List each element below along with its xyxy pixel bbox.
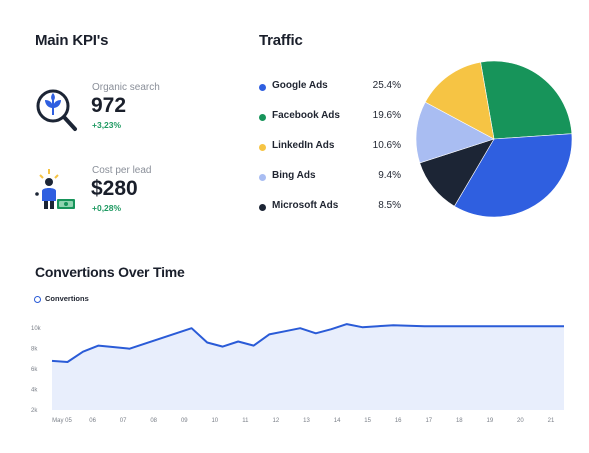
legend-value: 25.4% [372, 80, 401, 91]
x-tick-label: 06 [89, 418, 96, 424]
traffic-legend: Google Ads 25.4% Facebook Ads 19.6% Link… [259, 80, 401, 220]
legend-item-linkedin-ads: LinkedIn Ads 10.6% [259, 140, 401, 154]
y-tick-label: 6k [31, 367, 38, 373]
y-tick-label: 2k [31, 408, 38, 414]
legend-label: Facebook Ads [272, 110, 340, 121]
kpi-cost-per-lead: Cost per lead $280 +0,28% [35, 163, 225, 223]
x-tick-label: 08 [150, 418, 157, 424]
legend-value: 10.6% [372, 140, 401, 151]
x-tick-label: 12 [273, 418, 280, 424]
legend-value: 8.5% [378, 200, 401, 211]
x-tick-label: 09 [181, 418, 188, 424]
legend-label: Microsoft Ads [272, 200, 339, 211]
kpi-organic-search: Organic search 972 +3,23% [35, 80, 225, 140]
legend-label: LinkedIn Ads [272, 140, 335, 151]
series-line-convertions [51, 323, 564, 363]
pie-slice-bing-ads [415, 101, 495, 164]
legend-item-google-ads: Google Ads 25.4% [259, 80, 401, 94]
x-tick-label: 16 [395, 418, 402, 424]
pie-slice-facebook-ads [480, 60, 573, 140]
x-tick-label: 17 [425, 418, 432, 424]
legend-label: Convertions [45, 294, 89, 303]
y-tick-label: 10k [31, 326, 42, 332]
y-tick-label: 8k [31, 347, 38, 353]
kpi-label: Cost per lead [92, 165, 152, 176]
kpi-label: Organic search [92, 82, 160, 93]
x-tick-label: 14 [334, 418, 341, 424]
plant-magnifier-icon [35, 86, 79, 134]
conversions-section-title: Convertions Over Time [35, 264, 185, 280]
series-area-convertions [52, 324, 564, 410]
legend-item-microsoft-ads: Microsoft Ads 8.5% [259, 200, 401, 214]
person-cash-icon [35, 167, 79, 217]
kpi-value: $280 [91, 177, 138, 200]
legend-item-bing-ads: Bing Ads 9.4% [259, 170, 401, 184]
pie-slice-linkedin-ads [424, 61, 495, 140]
kpi-section-title: Main KPI's [35, 32, 109, 49]
legend-swatch [259, 174, 266, 181]
x-tick-label: 10 [211, 418, 218, 424]
traffic-section-title: Traffic [259, 32, 303, 49]
x-tick-label: 20 [517, 418, 524, 424]
kpi-delta: +3,23% [92, 120, 122, 130]
x-tick-label: 18 [456, 418, 463, 424]
x-tick-label: 11 [242, 418, 249, 424]
legend-swatch [259, 204, 266, 211]
legend-value: 19.6% [372, 110, 401, 121]
conversions-chart: 10k 8k 6k 4k 2k May 05 06 07 08 09 10 11 12 13 14 15 16 1… [31, 323, 564, 424]
traffic-pie-chart [415, 60, 573, 218]
legend-marker [34, 296, 41, 303]
y-tick-label: 4k [31, 388, 38, 394]
x-tick-label: 15 [364, 418, 371, 424]
legend-label: Google Ads [272, 80, 328, 91]
x-tick-label: 13 [303, 418, 310, 424]
legend-swatch [259, 114, 266, 121]
kpi-delta: +0,28% [92, 203, 122, 213]
x-tick-label: 07 [120, 418, 127, 424]
legend-swatch [259, 84, 266, 91]
x-tick-label: 19 [487, 418, 494, 424]
legend-item-facebook-ads: Facebook Ads 19.6% [259, 110, 401, 124]
x-tick-label: 21 [548, 418, 555, 424]
legend-swatch [259, 144, 266, 151]
kpi-value: 972 [91, 94, 127, 117]
pie-slice-google-ads [453, 133, 573, 218]
x-tick-label: May 05 [52, 418, 72, 424]
legend-label: Bing Ads [272, 170, 316, 181]
legend-value: 9.4% [378, 170, 401, 181]
